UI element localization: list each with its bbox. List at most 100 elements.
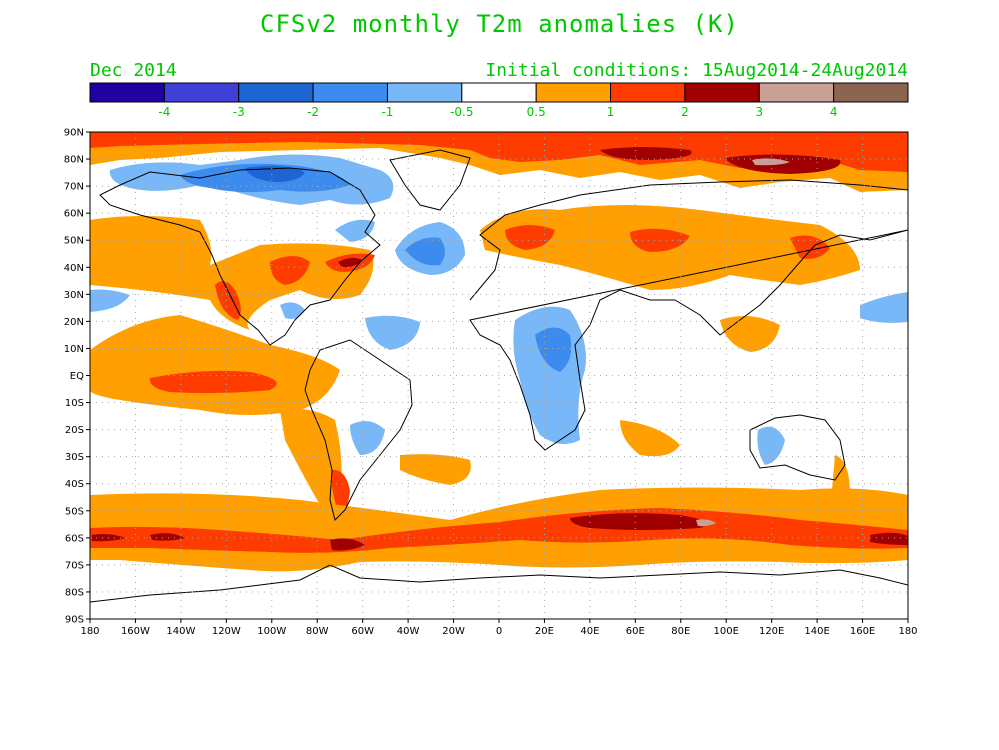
anomaly-region <box>620 420 680 457</box>
anomaly-region <box>365 315 420 350</box>
lat-tick-label: 20N <box>64 317 84 328</box>
lon-tick-label: 20W <box>442 626 465 637</box>
lat-tick-label: 80S <box>65 587 84 598</box>
anomaly-region <box>757 426 785 465</box>
longitude-labels: 180 160W 140W 120W 100W 80W 60W 40W 20W 0 20E 40E 60… <box>80 626 917 637</box>
colorbar-label: 2 <box>681 105 689 119</box>
anomaly-region <box>405 237 445 266</box>
coastline-australia <box>749 414 846 481</box>
lon-tick-label: 60W <box>351 626 374 637</box>
colorbar-label: 4 <box>830 105 838 119</box>
coastline-north-america <box>99 167 381 346</box>
lon-tick-label: 160W <box>121 626 150 637</box>
anomaly-region <box>90 216 374 330</box>
anomaly-region <box>270 256 310 285</box>
anomaly-region <box>280 408 342 512</box>
lat-tick-label: 80N <box>64 155 84 166</box>
anomaly-region <box>600 147 692 160</box>
anomaly-region <box>338 257 362 268</box>
lon-tick-label: 80W <box>306 626 329 637</box>
lat-tick-label: 30N <box>64 290 84 301</box>
colorbar-labels: -4 -3 -2 -1 -0.5 0.5 1 2 3 4 <box>158 105 837 119</box>
lon-tick-label: 140E <box>804 626 829 637</box>
anomaly-region <box>330 538 365 551</box>
colorbar-swatch <box>89 82 165 103</box>
anomaly-region <box>400 454 471 485</box>
lon-tick-label: 20E <box>535 626 554 637</box>
coastline-greenland <box>389 149 471 211</box>
colorbar-swatch <box>386 82 463 103</box>
lon-tick-label: 40E <box>580 626 599 637</box>
latitude-labels: 90N 80N 70N 60N 50N 40N 30N 20N 10N EQ 10S 20S 30S 40… <box>64 128 84 626</box>
anomaly-region <box>790 235 830 259</box>
anomaly-region <box>832 455 850 499</box>
gridlines <box>86 131 909 623</box>
colorbar-label: -2 <box>307 105 319 119</box>
anomaly-region <box>696 519 716 527</box>
lat-tick-label: 70S <box>65 560 84 571</box>
lon-tick-label: 60E <box>626 626 645 637</box>
anomaly-region <box>90 508 908 553</box>
valid-month-label: Dec 2014 <box>90 60 177 81</box>
anomaly-region <box>505 225 555 250</box>
colorbar-swatch <box>833 82 909 103</box>
colorbar-swatch <box>535 82 612 103</box>
colorbar-label: -3 <box>233 105 245 119</box>
initial-conditions-label: Initial conditions: 15Aug2014-24Aug2014 <box>485 60 908 81</box>
colorbar-swatch <box>610 82 686 103</box>
colorbar-swatch <box>461 82 537 103</box>
colorbar-swatch <box>163 82 240 103</box>
lat-tick-label: 90N <box>64 128 84 139</box>
lon-tick-label: 120W <box>212 626 241 637</box>
anomaly-region <box>215 281 241 320</box>
lat-tick-label: 50N <box>64 236 84 247</box>
colorbar-swatch <box>238 82 314 103</box>
anomaly-region <box>535 327 572 372</box>
anomaly-region <box>570 513 707 530</box>
anomaly-region <box>245 165 305 182</box>
lat-tick-label: 40N <box>64 263 84 274</box>
lon-tick-label: 0 <box>496 626 502 637</box>
colorbar-label: -0.5 <box>450 105 473 119</box>
lon-tick-label: 100W <box>257 626 286 637</box>
anomaly-region <box>335 219 375 242</box>
colorbar-label: -1 <box>381 105 393 119</box>
anomaly-region <box>350 421 385 455</box>
anomaly-region <box>752 158 790 166</box>
lat-tick-label: 10N <box>64 344 84 355</box>
colorbar-label: 3 <box>755 105 763 119</box>
lat-tick-label: 10S <box>65 398 84 409</box>
lat-tick-label: 90S <box>65 615 84 626</box>
lon-tick-label: 40W <box>397 626 420 637</box>
anomaly-field <box>90 132 908 572</box>
anomaly-region <box>90 289 130 312</box>
lat-tick-label: 40S <box>65 479 84 490</box>
anomaly-region <box>150 533 185 541</box>
lon-tick-label: 80E <box>671 626 690 637</box>
colorbar-label: 1 <box>607 105 615 119</box>
anomaly-region <box>90 132 908 172</box>
colorbar-swatch <box>312 82 388 103</box>
map-title: CFSv2 monthly T2m anomalies (K) <box>260 10 739 38</box>
lon-tick-label: 180 <box>898 626 917 637</box>
lat-tick-label: EQ <box>70 371 84 382</box>
lon-tick-label: 180 <box>80 626 99 637</box>
lat-tick-label: 20S <box>65 425 84 436</box>
colorbar-swatch <box>684 82 760 103</box>
anomaly-region <box>860 292 908 323</box>
lat-tick-label: 60N <box>64 209 84 220</box>
colorbar-label: -4 <box>158 105 170 119</box>
lat-tick-label: 70N <box>64 182 84 193</box>
anomaly-region <box>725 154 841 174</box>
anomaly-region <box>870 532 908 545</box>
anomaly-region <box>280 302 305 319</box>
anomaly-region <box>720 316 780 352</box>
lat-tick-label: 30S <box>65 452 84 463</box>
colorbar <box>89 82 909 103</box>
anomaly-region <box>90 315 340 415</box>
coastline-antarctica <box>90 564 908 603</box>
lat-tick-label: 50S <box>65 506 84 517</box>
anomaly-region <box>149 370 277 394</box>
lat-tick-label: 60S <box>65 533 84 544</box>
